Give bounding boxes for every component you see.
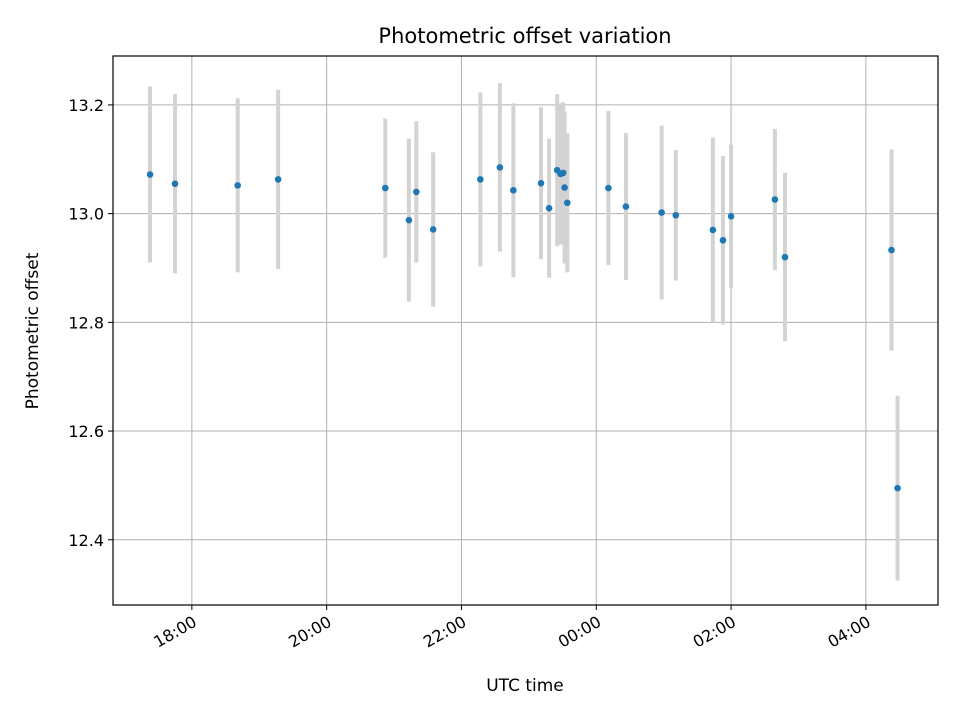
data-point — [559, 169, 567, 177]
data-point — [771, 196, 779, 203]
data-point — [563, 199, 571, 207]
data-points — [146, 164, 901, 492]
data-point — [888, 246, 895, 254]
data-point — [477, 176, 484, 183]
data-point — [510, 186, 517, 194]
data-point — [709, 226, 717, 234]
data-point — [561, 184, 568, 191]
data-point — [727, 213, 735, 220]
data-point — [171, 180, 179, 188]
data-point — [658, 209, 665, 216]
y-tick-label: 12.8 — [68, 313, 104, 332]
data-point — [429, 226, 437, 233]
y-tick-label: 12.6 — [68, 422, 104, 441]
data-point — [545, 204, 553, 212]
data-point — [234, 182, 241, 189]
y-tick-label: 13.2 — [68, 96, 104, 115]
y-tick-label: 13.0 — [68, 205, 104, 224]
data-point — [496, 164, 504, 171]
data-point — [413, 188, 420, 196]
data-point — [537, 179, 545, 187]
data-point — [274, 176, 282, 183]
plot-frame — [112, 55, 939, 606]
data-point — [146, 171, 154, 178]
chart-title: Photometric offset variation — [378, 24, 671, 48]
grid — [113, 56, 938, 605]
data-point — [405, 216, 413, 224]
data-point — [382, 184, 389, 192]
data-point — [622, 203, 630, 210]
x-axis-label: UTC time — [486, 676, 564, 696]
data-point — [781, 253, 789, 261]
data-point — [605, 184, 612, 192]
data-point — [894, 484, 901, 492]
data-point — [672, 211, 680, 219]
data-point — [719, 236, 727, 244]
y-tick-label: 12.4 — [68, 531, 104, 550]
y-axis-label: Photometric offset — [23, 252, 43, 409]
